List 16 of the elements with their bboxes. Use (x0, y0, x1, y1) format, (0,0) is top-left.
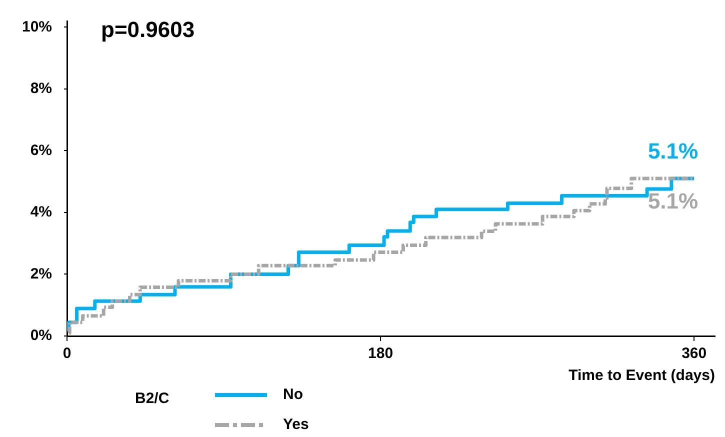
legend-label: No (283, 386, 303, 403)
x-axis-title: Time to Event (days) (568, 367, 715, 384)
x-tick-label: 0 (62, 345, 72, 362)
x-tick-label: 180 (368, 345, 394, 362)
y-tick-label: 6% (30, 142, 52, 159)
data-label: 5.1% (648, 138, 698, 164)
legend-label: Yes (283, 416, 309, 433)
y-tick-label: 0% (30, 327, 52, 344)
annotation: p=0.9603 (101, 17, 195, 42)
legend-title: B2/C (135, 390, 170, 407)
y-tick-label: 10% (22, 18, 52, 36)
y-tick-label: 2% (30, 265, 52, 282)
data-label: 5.1% (648, 188, 698, 214)
y-tick-label: 8% (30, 80, 52, 98)
y-tick-label: 4% (30, 204, 52, 221)
x-tick-label: 360 (682, 345, 707, 362)
